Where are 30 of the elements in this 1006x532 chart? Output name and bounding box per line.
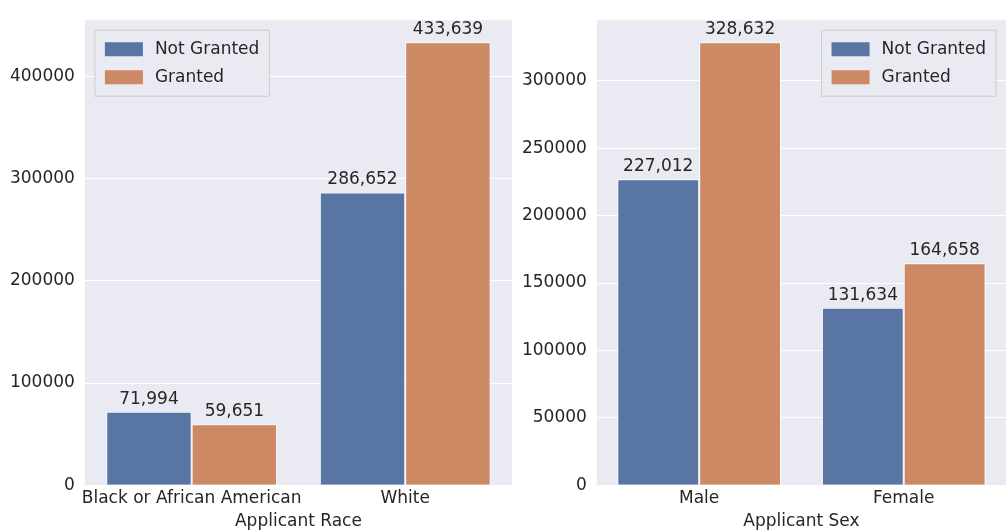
legend-label: Granted [154,65,225,86]
x-tick-label: Female [872,486,935,507]
legend-label: Granted [881,65,951,86]
data-label: 71,994 [119,387,179,408]
y-tick-label: 300000 [521,69,587,90]
data-label: 131,634 [827,283,898,304]
y-tick-label: 50000 [532,406,587,427]
legend-label: Not Granted [154,37,260,58]
y-tick-label: 150000 [521,271,587,292]
x-tick-label: White [380,486,430,507]
y-tick-label: 250000 [521,136,587,157]
data-label: 328,632 [704,18,776,39]
y-tick-label: 100000 [521,338,587,359]
x-axis-title: Applicant Race [234,510,362,531]
data-label: 59,651 [204,400,265,421]
y-tick-label: 400000 [9,65,75,86]
y-tick-label: 100000 [9,371,75,392]
y-tick-label: 0 [64,473,75,494]
y-tick-label: 200000 [521,204,587,225]
y-tick-label: 0 [576,473,587,494]
data-label: 286,652 [327,168,398,189]
data-label: 227,012 [623,155,694,176]
y-tick-label: 300000 [9,167,75,188]
x-axis-title: Applicant Sex [743,510,860,531]
data-label: 433,639 [412,18,484,39]
y-tick-label: 200000 [9,269,75,290]
data-label: 164,658 [909,239,980,260]
legend-label: Not Granted [881,37,987,58]
x-tick-label: Black or African American [81,486,302,507]
x-tick-label: Male [679,486,720,507]
